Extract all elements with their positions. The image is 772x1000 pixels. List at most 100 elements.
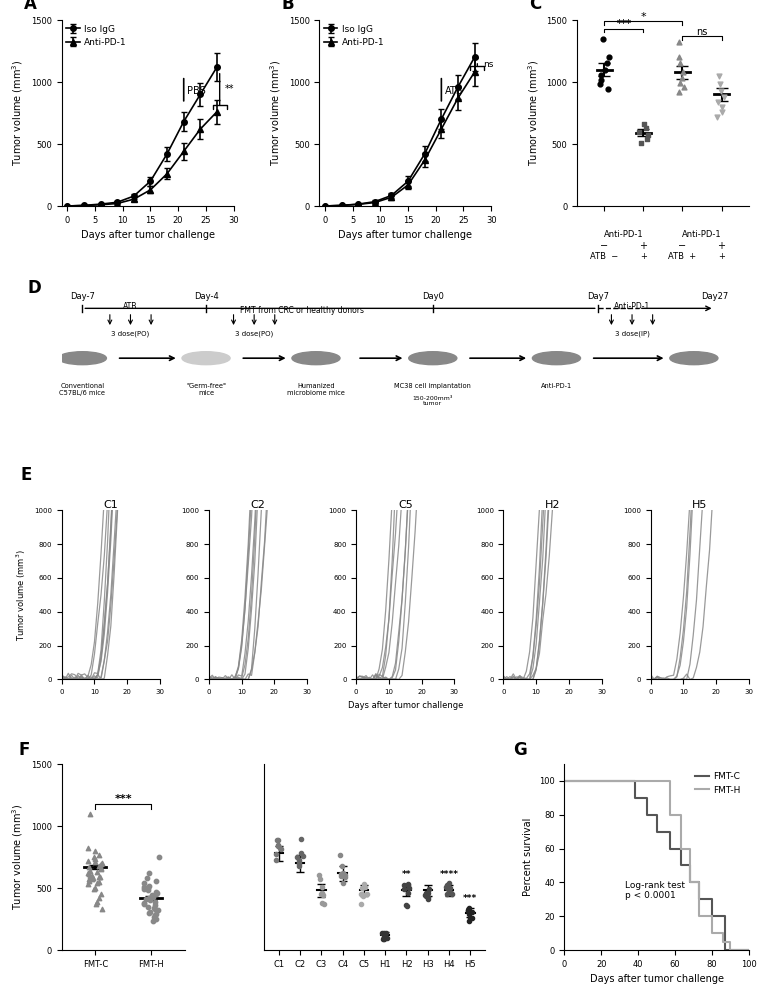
Text: ****: **** bbox=[439, 870, 459, 879]
Point bbox=[272, 838, 284, 854]
Point bbox=[401, 877, 414, 893]
Point bbox=[144, 892, 156, 908]
Text: Conventional
C57BL/6 mice: Conventional C57BL/6 mice bbox=[59, 383, 105, 396]
Point bbox=[594, 76, 606, 92]
Point bbox=[594, 67, 607, 83]
Y-axis label: Percent survival: Percent survival bbox=[523, 818, 533, 896]
Text: ***: *** bbox=[463, 894, 477, 903]
Point bbox=[355, 880, 367, 896]
Point bbox=[143, 865, 155, 881]
Point bbox=[138, 879, 151, 895]
Point bbox=[445, 885, 458, 901]
Point bbox=[153, 849, 165, 865]
Point bbox=[419, 887, 432, 903]
Point bbox=[82, 876, 94, 892]
Point bbox=[674, 75, 686, 91]
Point bbox=[141, 870, 154, 886]
Point bbox=[594, 72, 607, 88]
FMT-C bbox=[720, 910, 730, 922]
FMT-C bbox=[676, 843, 686, 855]
Point bbox=[272, 837, 284, 853]
Text: ATB: ATB bbox=[124, 302, 137, 311]
FMT-C bbox=[652, 809, 662, 821]
Point bbox=[149, 907, 161, 923]
Point bbox=[274, 840, 286, 856]
Text: "Germ-free"
mice: "Germ-free" mice bbox=[186, 383, 226, 396]
Point bbox=[90, 896, 102, 912]
Point bbox=[83, 871, 96, 887]
FMT-C bbox=[686, 859, 695, 871]
Point bbox=[143, 905, 155, 921]
Point bbox=[377, 931, 389, 947]
Point bbox=[93, 858, 105, 874]
FMT-C bbox=[665, 826, 674, 838]
Text: Anti-PD-1: Anti-PD-1 bbox=[541, 383, 572, 389]
Point bbox=[94, 886, 107, 902]
FMT-H bbox=[719, 927, 728, 939]
Point bbox=[89, 851, 101, 867]
Point bbox=[378, 929, 390, 945]
Point bbox=[339, 867, 351, 883]
Point bbox=[86, 868, 99, 884]
Point bbox=[403, 880, 415, 896]
Point bbox=[83, 868, 96, 884]
Point bbox=[714, 76, 726, 92]
Point bbox=[295, 831, 307, 847]
Point bbox=[462, 913, 475, 929]
Text: +: + bbox=[640, 252, 647, 261]
Point bbox=[149, 901, 161, 917]
Point bbox=[398, 877, 411, 893]
Point bbox=[147, 909, 160, 925]
Text: Day0: Day0 bbox=[422, 292, 444, 301]
Y-axis label: Tumor volume (mm$^3$): Tumor volume (mm$^3$) bbox=[269, 60, 283, 166]
Point bbox=[316, 895, 328, 911]
Point bbox=[82, 865, 94, 881]
Text: Anti-PD-1: Anti-PD-1 bbox=[614, 302, 650, 311]
Point bbox=[95, 861, 107, 877]
Text: ns: ns bbox=[482, 60, 493, 69]
Text: ***: *** bbox=[114, 794, 132, 804]
Point bbox=[147, 889, 159, 905]
X-axis label: Days after tumor challenge: Days after tumor challenge bbox=[338, 230, 472, 240]
Point bbox=[144, 904, 156, 920]
Text: Anti-PD-1: Anti-PD-1 bbox=[682, 230, 722, 239]
Point bbox=[420, 888, 432, 904]
Point bbox=[318, 896, 330, 912]
Point bbox=[361, 886, 373, 902]
Point bbox=[423, 881, 435, 897]
Point bbox=[317, 885, 329, 901]
Point bbox=[96, 855, 108, 871]
Point bbox=[716, 104, 729, 120]
Text: PBS: PBS bbox=[187, 86, 206, 96]
Text: +: + bbox=[718, 252, 725, 261]
FMT-C bbox=[707, 910, 716, 922]
Point bbox=[83, 873, 95, 889]
Title: H2: H2 bbox=[545, 500, 560, 510]
Point bbox=[603, 49, 615, 65]
Point bbox=[440, 879, 452, 895]
Point bbox=[275, 841, 287, 857]
Point bbox=[674, 55, 686, 71]
Point bbox=[443, 875, 455, 891]
Point bbox=[599, 62, 611, 78]
Point bbox=[464, 910, 476, 926]
FMT-C bbox=[630, 792, 639, 804]
Point bbox=[673, 49, 686, 65]
Point bbox=[86, 870, 99, 886]
Text: FMT from CRC or healthy donors: FMT from CRC or healthy donors bbox=[240, 306, 364, 315]
Point bbox=[597, 31, 609, 47]
Text: Humanized
microbiome mice: Humanized microbiome mice bbox=[287, 383, 345, 396]
Text: Anti-PD-1: Anti-PD-1 bbox=[604, 230, 644, 239]
Point bbox=[94, 869, 107, 885]
Point bbox=[356, 886, 368, 902]
Y-axis label: Tumor volume (mm$^3$): Tumor volume (mm$^3$) bbox=[526, 60, 541, 166]
Point bbox=[462, 902, 475, 918]
FMT-C bbox=[665, 843, 674, 855]
Text: 3 dose(IP): 3 dose(IP) bbox=[615, 330, 649, 337]
Point bbox=[82, 853, 94, 869]
Y-axis label: Tumor volume (mm$^3$): Tumor volume (mm$^3$) bbox=[11, 804, 25, 910]
Point bbox=[93, 890, 105, 906]
Point bbox=[602, 81, 615, 97]
Point bbox=[296, 848, 309, 864]
Point bbox=[152, 902, 164, 918]
